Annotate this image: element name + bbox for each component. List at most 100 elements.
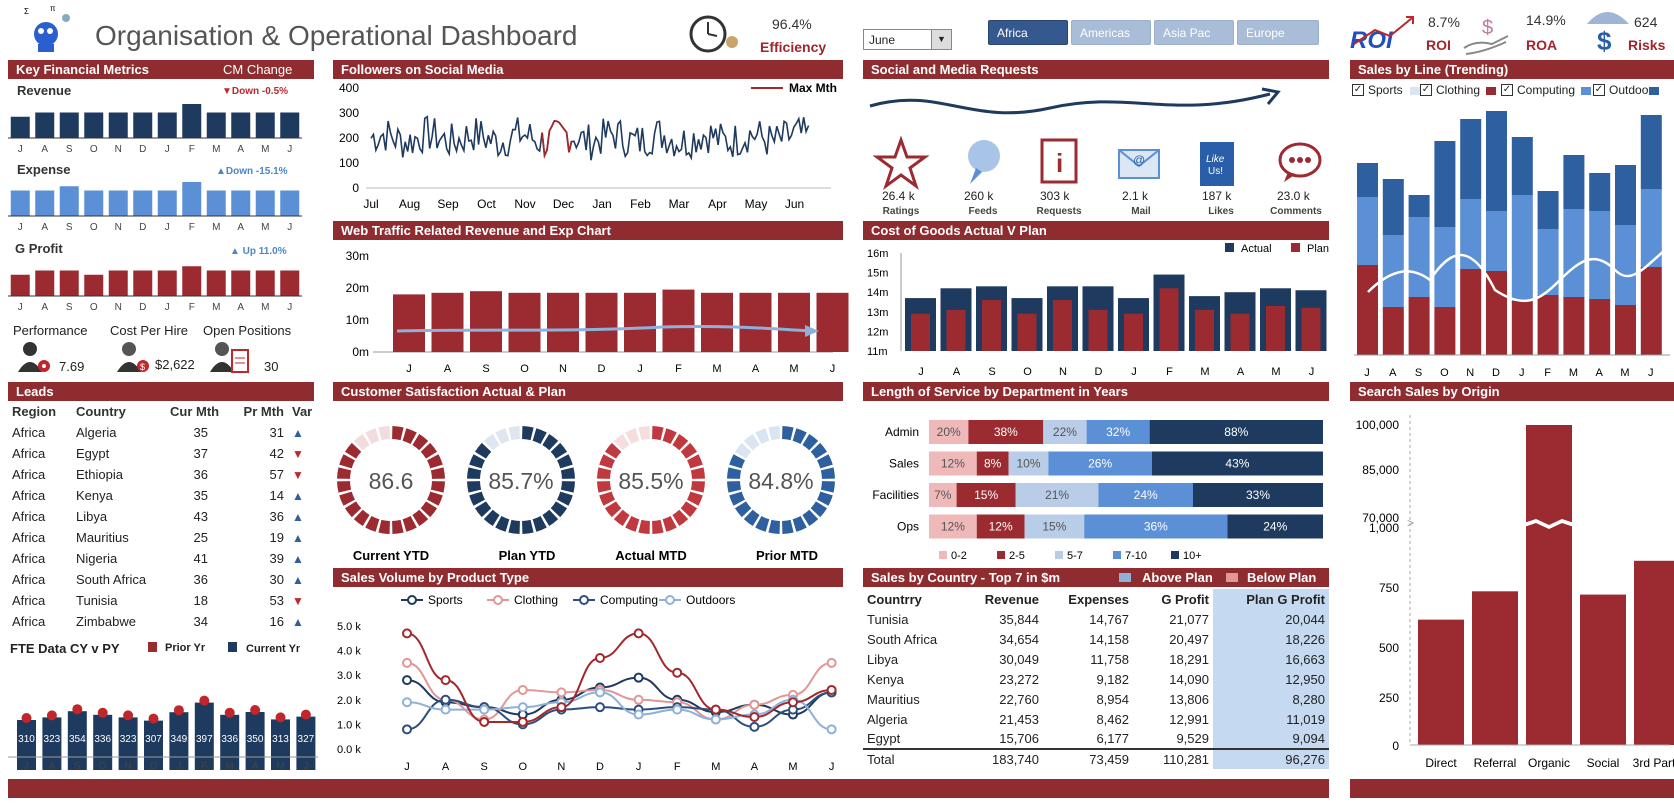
month-tick: N: [557, 761, 565, 773]
sales-cell: 8,280: [1213, 689, 1329, 709]
expense-trend-line: [396, 324, 814, 333]
leads-cell: Zimbabwe: [76, 614, 136, 629]
los-segment: [1084, 514, 1228, 539]
month-tick: J: [165, 222, 170, 233]
stacked-bar-segment: [1640, 267, 1662, 355]
sales-cell: 8,462: [1096, 711, 1129, 727]
month-tick: J: [1131, 366, 1137, 378]
web-traffic-chart: 30m 20m 10m 0m J A S O N D J F M A M J: [346, 249, 849, 375]
los-value: 8%: [984, 457, 1002, 471]
los-value: 12%: [941, 457, 965, 471]
gauge-segment: [557, 454, 573, 469]
legend-checkbox[interactable]: ✓: [1352, 84, 1364, 96]
gauge-segment: [378, 519, 390, 534]
month-tick: D: [598, 363, 606, 375]
series-point: [633, 672, 644, 683]
los-segment: [929, 483, 957, 507]
category-tick: 3rd Party: [1633, 756, 1674, 770]
y-tick: 15m: [867, 268, 888, 280]
stacked-bar-segment: [1460, 199, 1482, 269]
sales-cell: 183,740: [963, 748, 1043, 769]
leads-cell: 14: [269, 488, 284, 503]
chevron-down-icon[interactable]: ▼: [931, 30, 951, 49]
gauge-segment: [392, 426, 404, 441]
month-tick: J: [1364, 367, 1370, 379]
web-traffic-header: Web Traffic Related Revenue and Exp Char…: [333, 221, 843, 240]
sales-cell: 73,459: [1043, 748, 1133, 769]
mini-bar: [35, 190, 55, 216]
tab-europe[interactable]: Europe: [1237, 20, 1319, 45]
sales-cell: 14,158: [1089, 631, 1129, 647]
table-row: Total 183,740 73,459 110,281 96,276: [863, 748, 1329, 769]
fte-prior-marker: [123, 710, 134, 721]
month-tick: J: [406, 363, 412, 375]
legend-checkbox[interactable]: ✓: [1593, 84, 1605, 96]
los-segment: [1008, 451, 1049, 476]
month-tick: M: [261, 222, 269, 233]
mini-bar: [157, 190, 177, 216]
sales-cell: 18,226: [1213, 629, 1329, 649]
media-label: Likes: [1208, 206, 1234, 217]
mini-bar: [35, 270, 55, 296]
sales-volume-header: Sales Volume by Product Type: [333, 568, 843, 587]
social-title: Followers on Social Media: [341, 62, 504, 77]
arrow-up-icon: ▲: [292, 614, 304, 629]
leads-cell: 19: [269, 530, 284, 545]
efficiency-label: Efficiency: [760, 39, 827, 55]
gauge-segment: [353, 433, 370, 451]
series-point: [517, 702, 528, 713]
gauge-segment: [365, 516, 380, 532]
trend-arrow-icon: [869, 87, 1281, 115]
legend-checkbox[interactable]: ✓: [1501, 84, 1513, 96]
gauge-segment: [467, 467, 482, 479]
gauge-segment: [392, 519, 404, 534]
gauge-segment: [542, 509, 559, 527]
stacked-bar-segment: [1640, 115, 1662, 189]
media-label: Feeds: [968, 206, 998, 217]
gauge-segment: [557, 491, 573, 506]
month-tick: J: [1309, 366, 1315, 378]
month-tick: N: [115, 144, 122, 155]
above-plan-swatch: [1119, 573, 1131, 582]
gauge-segment: [727, 481, 742, 493]
series-point: [826, 657, 837, 668]
performance-value: 7.69: [59, 359, 85, 374]
leads-cell: 35: [193, 488, 208, 503]
y-tick: 12m: [867, 326, 888, 338]
month-tick: N: [559, 363, 567, 375]
month-tick: D: [596, 761, 604, 773]
gauge-value: 85.7%: [488, 468, 553, 494]
sales-cell: 8,954: [1096, 691, 1129, 707]
legend-plan: Plan: [1307, 243, 1329, 255]
leads-col-region: Region: [12, 404, 57, 419]
sales-country-header: Sales by Country - Top 7 in $m Above Pla…: [863, 568, 1329, 587]
mini-bar: [108, 270, 128, 296]
sales-cell: 35,844: [999, 611, 1039, 627]
sales-country-title: Sales by Country - Top 7 in $m: [871, 570, 1061, 585]
series-point: [595, 652, 605, 663]
tab-africa[interactable]: Africa: [988, 20, 1068, 45]
tab-asia-pac[interactable]: Asia Pac: [1154, 20, 1234, 45]
los-segment: [968, 420, 1044, 444]
los-value: 24%: [1263, 520, 1287, 534]
fte-bar: [144, 720, 163, 770]
los-value: 12%: [941, 520, 965, 534]
sales-col-revenue: Revenue: [984, 591, 1039, 607]
month-tick: J: [918, 366, 924, 378]
legend-swatch: [997, 551, 1005, 559]
gauge-segment: [810, 442, 828, 459]
month-select[interactable]: June ▼: [863, 29, 952, 50]
sales-cell: 18,291: [1169, 651, 1209, 667]
legend-checkbox[interactable]: ✓: [1420, 84, 1432, 96]
x-tick: Jun: [785, 197, 804, 211]
svg-text:Us!: Us!: [1208, 166, 1223, 177]
leads-col-country: Country: [76, 404, 126, 419]
stacked-bar-segment: [1615, 225, 1636, 305]
series-point: [633, 628, 644, 639]
leads-cell: Africa: [12, 488, 46, 503]
los-segment: [1192, 483, 1323, 507]
legend-marker: [407, 595, 417, 605]
tab-americas[interactable]: Americas: [1071, 20, 1151, 45]
legend-label: Outdoors: [686, 593, 735, 607]
